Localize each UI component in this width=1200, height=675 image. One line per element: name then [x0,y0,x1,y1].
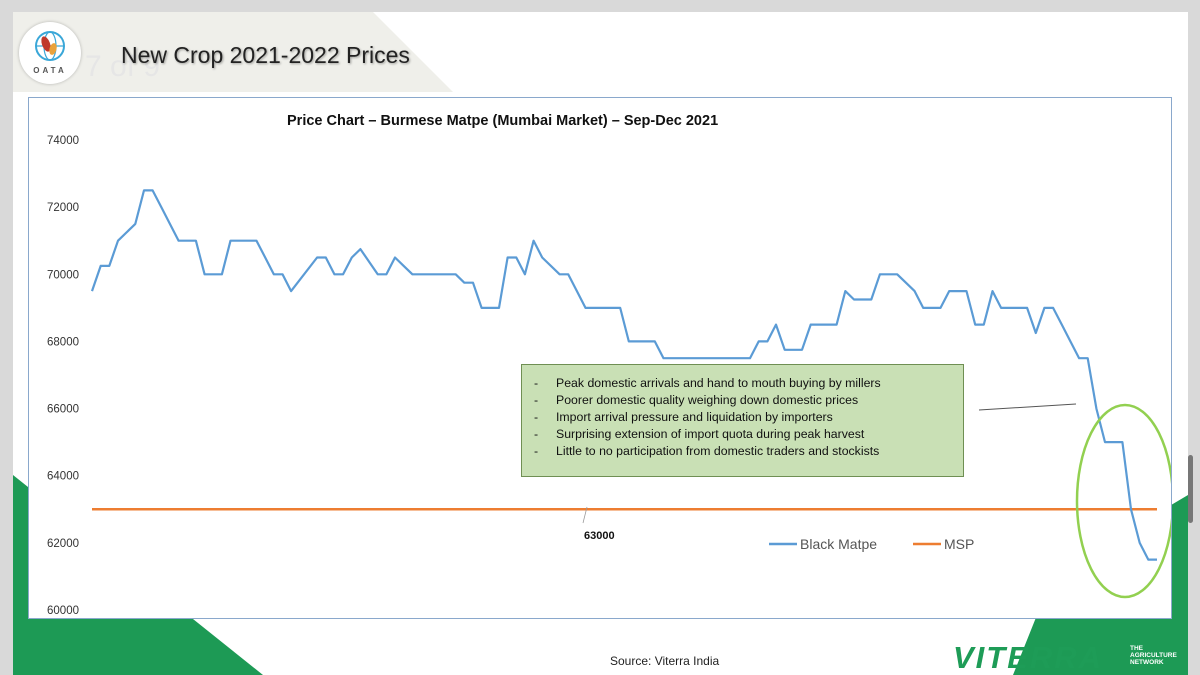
brand-tagline-line: NETWORK [1130,659,1164,666]
y-tick-label: 64000 [47,471,79,483]
slide: OATA 7 of 9 New Crop 2021-2022 Prices Pr… [13,12,1188,675]
source-note: Source: Viterra India [610,654,720,668]
callout-item: Surprising extension of import quota dur… [534,426,963,443]
page-counter-ghost: 7 of 9 [85,50,161,83]
background-triangle-top [13,12,453,92]
chart-title: Price Chart – Burmese Matpe (Mumbai Mark… [287,113,718,129]
viterra-logo: VITERRA [953,640,1104,675]
slide-title: New Crop 2021-2022 Prices [121,42,410,68]
msp-label-leader [582,506,588,524]
y-tick-label: 68000 [47,336,79,348]
legend-label-black-matpe: Black Matpe [800,536,877,552]
brand-tagline: THE AGRICULTURE NETWORK [1130,645,1177,666]
brand-tagline-line: THE [1130,645,1143,652]
window-scrollbar[interactable] [1188,455,1193,523]
msp-value-label: 63000 [584,530,615,542]
legend-label-msp: MSP [944,536,974,552]
callout-box: Peak domestic arrivals and hand to mouth… [521,364,964,477]
callout-leader-line [978,403,1077,411]
callout-item: Little to no participation from domestic… [534,443,963,460]
y-tick-label: 74000 [47,135,79,147]
callout-item: Import arrival pressure and liquidation … [534,409,963,426]
callout-item: Poorer domestic quality weighing down do… [534,392,963,409]
callout-list: Peak domestic arrivals and hand to mouth… [534,375,963,460]
y-tick-label: 62000 [47,538,79,550]
y-tick-label: 72000 [47,202,79,214]
y-tick-label: 60000 [47,605,79,617]
line-chart: Price Chart – Burmese Matpe (Mumbai Mark… [47,113,1175,630]
y-tick-label: 70000 [47,269,79,281]
y-tick-label: 66000 [47,404,79,416]
logo-text: OATA [33,66,67,75]
globe-icon [35,31,65,61]
highlight-circle [1075,403,1175,599]
oata-logo: OATA [19,22,81,84]
series-line-black-matpe [90,189,1157,561]
brand-tagline-line: AGRICULTURE [1130,652,1177,659]
callout-item: Peak domestic arrivals and hand to mouth… [534,375,963,392]
chart-frame: Price Chart – Burmese Matpe (Mumbai Mark… [28,97,1175,630]
